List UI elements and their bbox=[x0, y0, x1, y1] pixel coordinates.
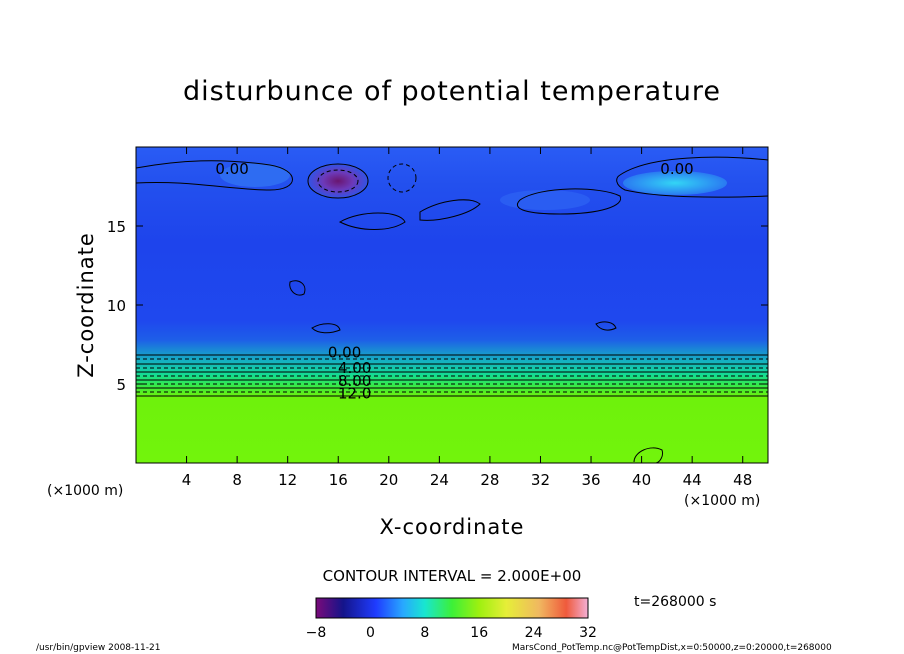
footer-right: MarsCond_PotTemp.nc@PotTempDist,x=0:5000… bbox=[512, 643, 832, 653]
warm-anomaly bbox=[308, 164, 368, 198]
cool-anomaly-left bbox=[220, 163, 290, 187]
field-background bbox=[136, 147, 768, 463]
y-tick-label: 15 bbox=[107, 218, 126, 236]
x-unit-right: (×1000 m) bbox=[684, 493, 761, 509]
x-unit-left: (×1000 m) bbox=[47, 483, 124, 499]
x-tick-label: 4 bbox=[182, 471, 192, 489]
contour-label: 8.00 bbox=[338, 372, 371, 390]
contour-lines bbox=[135, 156, 769, 464]
x-tick-label: 44 bbox=[683, 471, 702, 489]
x-axis-label: X-coordinate bbox=[379, 515, 525, 539]
y-tick-label: 5 bbox=[116, 376, 126, 394]
x-tick-label: 36 bbox=[581, 471, 600, 489]
contour-label: 0.00 bbox=[660, 160, 693, 178]
contour-label: 0.00 bbox=[215, 160, 248, 178]
time-label: t=268000 s bbox=[634, 594, 717, 610]
x-tick-label: 8 bbox=[232, 471, 242, 489]
chart-title: disturbunce of potential temperature bbox=[183, 76, 721, 107]
footer-left: /usr/bin/gpview 2008-11-21 bbox=[36, 643, 161, 653]
x-tick-label: 32 bbox=[531, 471, 550, 489]
anomalies bbox=[220, 163, 727, 210]
colorbar-tick-label: 0 bbox=[366, 625, 375, 641]
x-tick-label: 16 bbox=[329, 471, 348, 489]
x-tick-label: 24 bbox=[430, 471, 449, 489]
y-axis-label: Z-coordinate bbox=[74, 232, 98, 378]
contour-label: 0.00 bbox=[328, 343, 361, 361]
x-axis: 4 8 12 16 20 24 28 32 36 40 44 48 bbox=[182, 147, 752, 489]
contour-label: 4.00 bbox=[338, 359, 371, 377]
colorbar-tick-label: −8 bbox=[306, 625, 327, 641]
colorbar-ticks: −8 0 8 16 24 32 bbox=[306, 625, 597, 641]
cool-patch bbox=[500, 190, 590, 210]
x-tick-label: 20 bbox=[379, 471, 398, 489]
contour-interval: CONTOUR INTERVAL = 2.000E+00 bbox=[322, 567, 582, 585]
y-axis: 5 10 15 bbox=[107, 218, 768, 394]
cool-anomaly-right bbox=[623, 171, 727, 195]
colorbar-tick-label: 24 bbox=[525, 625, 543, 641]
colorbar-tick-label: 32 bbox=[579, 625, 597, 641]
colorbar-tick-label: 16 bbox=[470, 625, 488, 641]
x-tick-label: 28 bbox=[480, 471, 499, 489]
y-tick-label: 10 bbox=[107, 297, 126, 315]
x-tick-label: 40 bbox=[632, 471, 651, 489]
colorbar-tick-label: 8 bbox=[420, 625, 429, 641]
x-tick-label: 48 bbox=[733, 471, 752, 489]
contour-label: 12.0 bbox=[338, 384, 371, 402]
x-tick-label: 12 bbox=[278, 471, 297, 489]
colorbar bbox=[315, 597, 589, 619]
